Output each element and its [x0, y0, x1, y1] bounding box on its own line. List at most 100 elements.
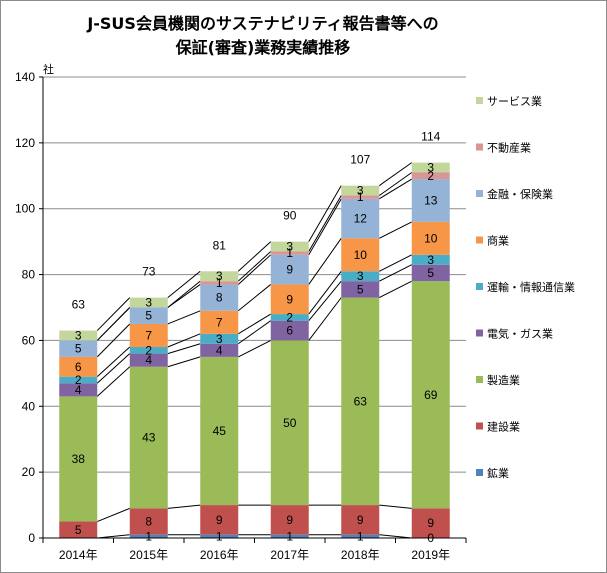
legend-item: サービス業: [476, 95, 542, 108]
total-label: 114: [421, 130, 440, 144]
x-tick-label: 2018年: [341, 548, 380, 562]
legend-item: 不動産業: [476, 141, 531, 155]
data-labels: 5384265318434275319454378131950629913196…: [72, 161, 438, 545]
legend-label: 運輸・情報通信業: [487, 280, 575, 294]
bar-segment: [200, 271, 239, 282]
legend-item: 鉱業: [476, 466, 509, 480]
axes: [39, 76, 467, 543]
data-label: 5: [357, 282, 364, 296]
bar-segment: [411, 254, 450, 265]
data-label: 7: [216, 315, 223, 329]
data-label: 3: [286, 240, 293, 254]
legend-item: 商業: [476, 234, 509, 248]
legend-label: 製造業: [487, 373, 520, 387]
bar-stack: [411, 162, 450, 538]
legend-swatch: [476, 329, 483, 337]
bar-segment: [411, 172, 450, 180]
series-line: [308, 280, 342, 321]
series-line: [237, 313, 272, 335]
bar-segment: [270, 340, 309, 506]
data-label: 12: [354, 212, 368, 226]
legend-item: 建設業: [476, 420, 520, 434]
legend-label: 不動産業: [487, 141, 531, 155]
bar-segment: [129, 366, 168, 509]
series-line: [237, 251, 272, 282]
data-label: 2: [427, 169, 434, 183]
series-line: [237, 284, 272, 312]
data-label: 1: [357, 190, 364, 204]
bar-segment: [129, 508, 168, 535]
series-line: [378, 162, 413, 187]
series-line: [379, 254, 412, 272]
bar-segment: [59, 396, 98, 522]
x-tick-label: 2016年: [200, 548, 239, 562]
data-label: 4: [145, 353, 152, 367]
series-line: [308, 198, 342, 256]
bar-segment: [129, 353, 168, 367]
series-line: [167, 270, 201, 299]
bar-segment: [200, 356, 239, 506]
bar-segment: [270, 254, 309, 285]
bar-segment: [411, 162, 450, 173]
bar-segment: [341, 195, 380, 199]
legend-label: 金融・保険業: [487, 187, 553, 201]
data-label: 10: [354, 248, 368, 262]
series-line: [167, 310, 201, 325]
series-line: [379, 504, 412, 509]
x-tick-label: 2017年: [270, 548, 309, 562]
legend-swatch: [476, 422, 483, 430]
data-label: 7: [145, 328, 152, 342]
series-line: [167, 280, 201, 308]
legend-label: 鉱業: [487, 466, 509, 480]
data-label: 9: [286, 263, 293, 277]
y-tick-label: 140: [15, 70, 35, 84]
y-tick-label: 100: [15, 202, 35, 216]
series-line: [378, 178, 413, 200]
series-line: [96, 346, 131, 378]
data-label: 63: [354, 394, 368, 408]
bar-segment: [270, 284, 309, 315]
bar-segment: [270, 251, 309, 255]
bar-segment: [59, 356, 98, 377]
legend-swatch: [476, 236, 483, 244]
data-label: 3: [357, 184, 364, 198]
bar-segment: [341, 534, 380, 538]
legend-swatch: [476, 469, 483, 476]
legend-swatch: [476, 143, 483, 151]
bar-segment: [270, 241, 309, 252]
total-label: 107: [350, 153, 370, 167]
data-label: 3: [357, 269, 364, 283]
series-line: [96, 297, 131, 331]
series-line: [379, 534, 412, 539]
data-label: 50: [283, 416, 297, 430]
series-line: [237, 254, 272, 285]
total-label: 73: [142, 265, 156, 279]
series-line: [97, 507, 130, 522]
data-label: 4: [216, 343, 223, 357]
legend-label: 建設業: [487, 420, 520, 434]
bar-segment: [270, 534, 309, 538]
series-line: [237, 241, 272, 272]
data-label: 1: [286, 246, 293, 260]
y-axis-unit: 社: [43, 62, 54, 76]
data-label: 2: [75, 373, 82, 387]
data-label: 9: [286, 513, 293, 527]
data-label: 9: [286, 292, 293, 306]
bar-stack: [270, 241, 309, 538]
series-line: [96, 307, 131, 341]
series-line: [167, 504, 201, 509]
data-label: 1: [216, 529, 223, 543]
series-line: [167, 343, 201, 355]
data-label: 8: [216, 291, 223, 305]
series-line: [379, 221, 412, 239]
series-line: [308, 185, 342, 242]
legend-item: 金融・保険業: [476, 187, 553, 201]
bar-segment: [59, 376, 98, 384]
data-label: 3: [216, 332, 223, 346]
bar-segment: [129, 297, 168, 308]
bar-segment: [59, 521, 98, 538]
bar-segment: [200, 310, 239, 334]
bar-segment: [341, 505, 380, 535]
